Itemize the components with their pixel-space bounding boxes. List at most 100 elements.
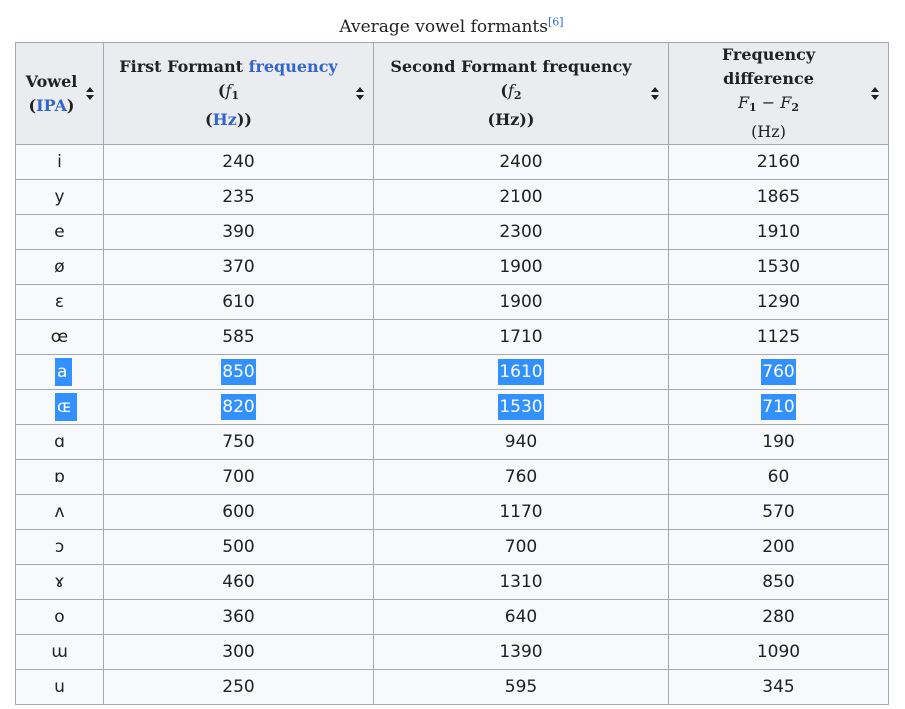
f2-cell-value: 1310 [499,572,543,592]
f2-cell: 700 [373,529,669,565]
f1-cell-value: 360 [222,607,255,627]
diff-cell-value: 200 [762,537,795,557]
vowel-cell-value: ɛ [54,292,65,312]
column-header-second-formant[interactable]: Second Formant frequency (f2 (Hz)) [373,42,669,145]
f2-cell-value: 1170 [499,502,543,522]
vowel-header-label: Vowel [25,71,78,91]
table-row: y 235 2100 1865 [15,179,889,215]
vowel-formants-table: Vowel (IPA) First Formant frequency (f1 … [15,42,889,705]
diff-cell-value: 570 [762,502,795,522]
f2-cell: 1530 [373,389,669,425]
column-header-first-formant[interactable]: First Formant frequency (f1 (Hz)) [103,42,374,145]
f2-cell: 1900 [373,249,669,285]
f1-cell: 460 [103,564,374,600]
f1-cell: 240 [103,144,374,180]
f1-cell: 250 [103,669,374,705]
diff-cell: 760 [668,354,889,390]
diff-cell: 345 [668,669,889,705]
diff-cell: 1125 [668,319,889,355]
diff-cell-value: 1125 [756,327,801,347]
column-header-frequency-difference[interactable]: Frequency difference F1 − F2 (Hz) [668,42,889,145]
table-row: ɤ 460 1310 850 [15,564,889,600]
vowel-cell: i [15,144,104,180]
vowel-cell-value: a [55,358,73,386]
f1-cell: 600 [103,494,374,530]
f1-cell-value: 460 [222,572,255,592]
f2-cell: 940 [373,424,669,460]
vowel-cell-value: ø [54,257,65,277]
f1-cell: 300 [103,634,374,670]
diff-cell-value: 1090 [756,642,801,662]
table-row: ɛ 610 1900 1290 [15,284,889,320]
f1-cell: 235 [103,179,374,215]
f1-cell-value: 370 [222,257,255,277]
sort-arrows-icon[interactable] [871,86,880,100]
f2-cell: 2400 [373,144,669,180]
vowel-cell: o [15,599,104,635]
vowel-cell-value: ɒ [54,467,65,487]
vowel-cell: ɯ [15,634,104,670]
vowel-cell: ɑ [15,424,104,460]
diff-cell: 850 [668,564,889,600]
vowel-cell: ɶ [15,389,104,425]
column-header-vowel[interactable]: Vowel (IPA) [15,42,104,145]
table-row: i 240 2400 2160 [15,144,889,180]
table-row: ɒ 700 760 60 [15,459,889,495]
f1-cell: 360 [103,599,374,635]
sort-arrows-icon[interactable] [651,86,660,100]
f2-cell-value: 1900 [499,257,543,277]
vowel-cell-value: œ [50,327,69,347]
f1-cell: 700 [103,459,374,495]
f2-cell-value: 2400 [499,152,543,172]
diff-cell-value: 710 [761,394,796,420]
f2-cell: 1310 [373,564,669,600]
table-row: ø 370 1900 1530 [15,249,889,285]
diff-cell: 1290 [668,284,889,320]
diff-cell-value: 190 [762,432,795,452]
f2-cell: 1710 [373,319,669,355]
vowel-cell: ɤ [15,564,104,600]
header-row: Vowel (IPA) First Formant frequency (f1 … [15,42,889,145]
f2-cell: 1900 [373,284,669,320]
hz-link[interactable]: Hz [212,110,237,129]
f1-cell-value: 240 [222,152,255,172]
diff-cell-value: 1290 [756,292,801,312]
diff-cell-value: 1865 [756,187,801,207]
diff-cell: 1090 [668,634,889,670]
f1-cell: 500 [103,529,374,565]
f2-cell-value: 640 [504,607,538,627]
vowel-cell: ɔ [15,529,104,565]
vowel-cell-value: o [54,607,65,627]
sort-arrows-icon[interactable] [356,86,365,100]
diff-cell-value: 1910 [756,222,801,242]
vowel-cell: œ [15,319,104,355]
vowel-cell-value: ɤ [54,572,65,592]
vowel-cell: y [15,179,104,215]
vowel-cell: e [15,214,104,250]
table-row: ʌ 600 1170 570 [15,494,889,530]
table-row: u 250 595 345 [15,669,889,705]
f1-cell-value: 390 [222,222,255,242]
diff-cell-value: 345 [762,677,795,697]
vowel-cell: ɒ [15,459,104,495]
f2-cell-value: 1390 [499,642,543,662]
diff-cell-value: 1530 [756,257,801,277]
f2-cell-value: 1710 [499,327,543,347]
reference-link[interactable]: [6] [547,15,564,29]
ipa-link[interactable]: IPA [36,95,67,115]
table-row: ɑ 750 940 190 [15,424,889,460]
f2-cell: 2300 [373,214,669,250]
vowel-cell-value: u [54,677,65,697]
f2-cell-value: 595 [504,677,538,697]
diff-cell: 60 [668,459,889,495]
diff-cell-value: 760 [761,359,796,385]
sort-arrows-icon[interactable] [86,86,95,100]
diff-cell-value: 850 [762,572,795,592]
f1-cell: 820 [103,389,374,425]
f1-cell: 390 [103,214,374,250]
f2-cell: 640 [373,599,669,635]
f2-cell-value: 1530 [498,394,544,420]
vowel-cell: ɛ [15,284,104,320]
frequency-link[interactable]: frequency [248,57,338,76]
f1-cell: 850 [103,354,374,390]
